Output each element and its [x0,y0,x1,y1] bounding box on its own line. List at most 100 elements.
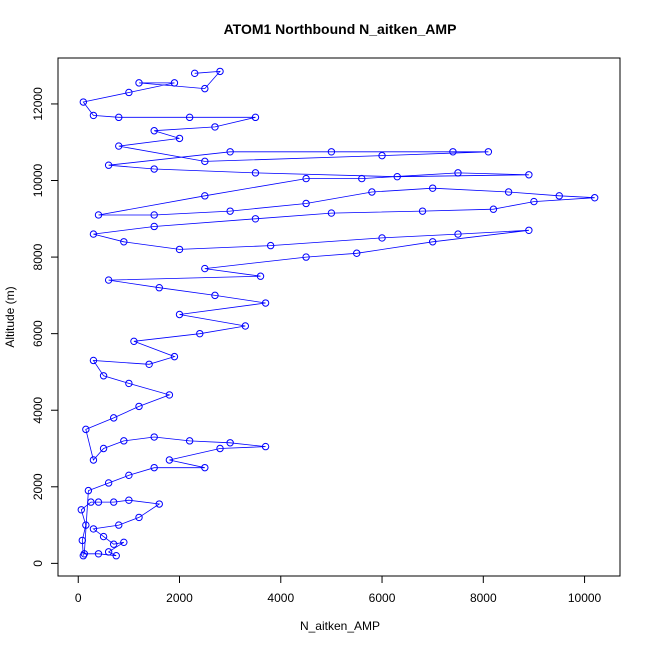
y-axis: 0 2000 4000 6000 8000 10000 12000 [31,87,59,567]
data-point [120,238,128,246]
x-tick-label: 10000 [568,591,602,605]
data-point [112,552,120,560]
data-point [104,548,113,556]
data-point [266,241,275,250]
data-point [358,174,366,183]
data-point [109,498,118,506]
data-point [216,444,224,453]
data-point [115,142,123,150]
data-point [302,253,310,261]
data-point [327,148,336,156]
data-point [135,79,143,87]
data-point [125,496,133,504]
data-point [428,184,437,192]
data-point [89,356,98,365]
data-point [87,498,95,506]
data-point [125,471,133,480]
data-point [99,532,108,541]
data-point [489,205,498,213]
data-point [484,148,493,156]
data-point [261,442,270,451]
data-point [449,148,457,156]
data-point [155,284,163,292]
data-point [109,540,118,548]
chart-title: ATOM1 Northbound N_aitken_AMP [224,21,457,37]
data-point [211,291,219,300]
data-point [170,352,179,361]
data-point [393,172,401,181]
data-point [89,456,98,464]
data-point [109,414,118,422]
data-point [130,337,138,346]
data-point [353,249,361,257]
data-point [82,521,90,529]
data-point [99,372,108,380]
data-point [94,498,103,506]
data-point [125,88,133,97]
data-point [211,123,219,131]
data-point [150,463,158,472]
data-point [185,113,194,122]
data-point [94,211,103,219]
data-point [82,425,90,434]
data-point [368,188,376,196]
data-point [196,329,204,338]
data-point [251,169,260,177]
data-point [256,272,265,280]
data-point [115,521,123,529]
data-point [504,188,513,196]
data-point [201,84,209,93]
y-axis-label: Altitude (m) [3,286,17,347]
data-point [104,161,113,169]
data-point [150,127,158,135]
data-point [555,192,563,200]
data-point [525,226,533,234]
data-point [89,525,98,533]
y-tick-label: 4000 [31,397,45,424]
data-point [84,486,93,495]
x-tick-label: 2000 [166,591,193,605]
data-point [150,211,158,219]
data-point [165,391,174,399]
data-point [185,437,194,445]
y-tick-label: 10000 [31,164,45,198]
data-point [175,245,184,254]
data-marks [77,67,599,560]
data-point [302,199,310,208]
data-point [201,264,209,273]
data-point [79,98,88,106]
y-tick-label: 12000 [31,87,45,121]
data-point [135,402,143,411]
data-point [125,379,133,388]
data-point [590,194,599,202]
data-point [150,165,158,173]
plot-frame [57,57,621,577]
data-point [428,238,437,246]
data-point [226,148,234,156]
data-point [120,437,128,445]
data-point [191,69,199,78]
data-point [201,157,209,166]
x-tick-label: 8000 [470,591,497,605]
data-point [165,456,174,464]
data-point [145,360,153,368]
x-axis: 0 2000 4000 6000 8000 10000 [75,575,602,605]
data-point [302,174,310,183]
data-point [525,171,533,179]
data-point [94,550,103,558]
data-point [89,111,98,120]
data-point [251,113,260,122]
data-point [378,151,386,160]
data-point [175,310,184,319]
data-point [261,299,270,307]
data-point [150,433,158,441]
data-point [327,209,336,217]
data-point [120,538,128,547]
x-tick-label: 0 [75,591,82,605]
data-point [251,215,260,223]
series-line [80,70,595,557]
data-point [201,192,209,200]
data-point [530,197,538,206]
y-tick-label: 8000 [31,243,45,270]
data-point [454,230,462,238]
